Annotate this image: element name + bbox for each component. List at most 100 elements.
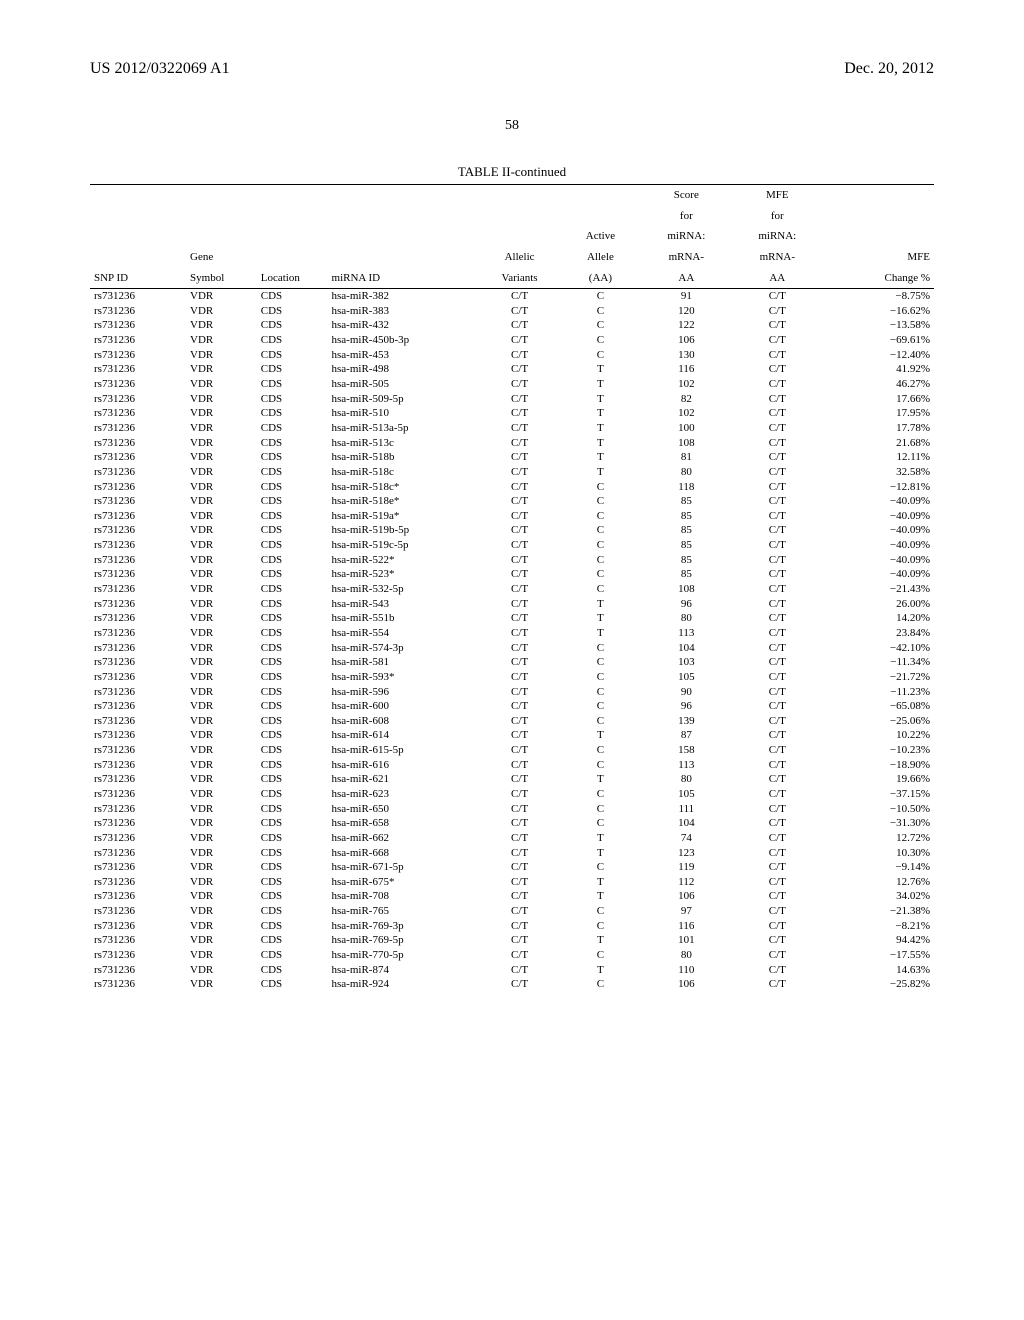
col-gene-l2: Symbol	[186, 268, 257, 289]
table-cell: hsa-miR-518c	[328, 465, 480, 480]
table-cell: C/T	[479, 582, 560, 597]
table-cell: −42.10%	[823, 641, 934, 656]
table-cell: T	[560, 626, 641, 641]
table-cell: VDR	[186, 787, 257, 802]
table-cell: C/T	[732, 480, 823, 495]
table-cell: CDS	[257, 582, 328, 597]
table-cell: C/T	[732, 494, 823, 509]
table-cell: 105	[641, 670, 732, 685]
table-cell: VDR	[186, 538, 257, 553]
table-cell: C/T	[732, 889, 823, 904]
table-cell: C/T	[479, 392, 560, 407]
table-cell: VDR	[186, 889, 257, 904]
table-cell: −65.08%	[823, 699, 934, 714]
table-cell: CDS	[257, 553, 328, 568]
table-cell: hsa-miR-518e*	[328, 494, 480, 509]
table-cell: rs731236	[90, 567, 186, 582]
table-cell: 96	[641, 699, 732, 714]
table-cell: VDR	[186, 846, 257, 861]
table-cell: VDR	[186, 582, 257, 597]
table-cell: C/T	[479, 816, 560, 831]
table-cell: C	[560, 567, 641, 582]
table-cell: rs731236	[90, 421, 186, 436]
table-cell: −40.09%	[823, 494, 934, 509]
table-cell: C/T	[479, 728, 560, 743]
table-cell: C	[560, 289, 641, 304]
table-cell: hsa-miR-616	[328, 758, 480, 773]
table-cell: CDS	[257, 772, 328, 787]
table-cell: 17.66%	[823, 392, 934, 407]
table-cell: hsa-miR-874	[328, 963, 480, 978]
table-cell: hsa-miR-513a-5p	[328, 421, 480, 436]
table-cell: CDS	[257, 436, 328, 451]
table-cell: CDS	[257, 655, 328, 670]
table-row: rs731236VDRCDShsa-miR-519c-5pC/TC85C/T−4…	[90, 538, 934, 553]
table-cell: T	[560, 450, 641, 465]
table-cell: hsa-miR-574-3p	[328, 641, 480, 656]
table-cell: −10.23%	[823, 743, 934, 758]
table-cell: T	[560, 392, 641, 407]
table-cell: T	[560, 436, 641, 451]
table-cell: 101	[641, 933, 732, 948]
table-cell: 106	[641, 889, 732, 904]
table-cell: 26.00%	[823, 597, 934, 612]
table-cell: VDR	[186, 436, 257, 451]
col-score-l3: miRNA:	[641, 226, 732, 247]
table-cell: C/T	[732, 392, 823, 407]
table-cell: CDS	[257, 318, 328, 333]
table-cell: T	[560, 465, 641, 480]
table-cell: hsa-miR-596	[328, 685, 480, 700]
table-cell: 85	[641, 567, 732, 582]
table-cell: VDR	[186, 641, 257, 656]
table-cell: C	[560, 523, 641, 538]
table-cell: CDS	[257, 948, 328, 963]
table-cell: CDS	[257, 348, 328, 363]
table-cell: C/T	[479, 421, 560, 436]
table-cell: T	[560, 963, 641, 978]
table-cell: rs731236	[90, 494, 186, 509]
table-cell: 104	[641, 641, 732, 656]
col-allelic-l2: Variants	[479, 268, 560, 289]
table-cell: hsa-miR-450b-3p	[328, 333, 480, 348]
table-cell: C/T	[479, 494, 560, 509]
table-cell: T	[560, 772, 641, 787]
table-cell: CDS	[257, 816, 328, 831]
table-cell: C	[560, 714, 641, 729]
data-table: Score MFE for for Active miRNA: miRNA:	[90, 184, 934, 992]
table-cell: C/T	[732, 685, 823, 700]
table-cell: rs731236	[90, 523, 186, 538]
table-cell: VDR	[186, 977, 257, 992]
table-cell: rs731236	[90, 860, 186, 875]
table-cell: VDR	[186, 318, 257, 333]
table-cell: C/T	[732, 333, 823, 348]
table-row: rs731236VDRCDShsa-miR-498C/TT116C/T41.92…	[90, 362, 934, 377]
table-cell: VDR	[186, 465, 257, 480]
table-cell: VDR	[186, 333, 257, 348]
table-cell: 80	[641, 948, 732, 963]
table-cell: 14.20%	[823, 611, 934, 626]
table-cell: VDR	[186, 421, 257, 436]
table-cell: C/T	[732, 860, 823, 875]
table-cell: rs731236	[90, 802, 186, 817]
table-cell: 80	[641, 465, 732, 480]
table-cell: CDS	[257, 875, 328, 890]
table-cell: CDS	[257, 889, 328, 904]
table-cell: VDR	[186, 919, 257, 934]
table-row: rs731236VDRCDShsa-miR-450b-3pC/TC106C/T−…	[90, 333, 934, 348]
table-cell: T	[560, 406, 641, 421]
col-score-l1: Score	[641, 185, 732, 206]
table-cell: C/T	[479, 509, 560, 524]
table-cell: −8.75%	[823, 289, 934, 304]
table-cell: CDS	[257, 509, 328, 524]
table-cell: hsa-miR-708	[328, 889, 480, 904]
table-cell: C	[560, 553, 641, 568]
table-cell: CDS	[257, 758, 328, 773]
table-cell: VDR	[186, 406, 257, 421]
table-cell: C/T	[732, 553, 823, 568]
table-cell: hsa-miR-621	[328, 772, 480, 787]
table-row: rs731236VDRCDShsa-miR-574-3pC/TC104C/T−4…	[90, 641, 934, 656]
table-cell: rs731236	[90, 889, 186, 904]
table-cell: C/T	[732, 831, 823, 846]
table-cell: 102	[641, 406, 732, 421]
table-cell: rs731236	[90, 831, 186, 846]
